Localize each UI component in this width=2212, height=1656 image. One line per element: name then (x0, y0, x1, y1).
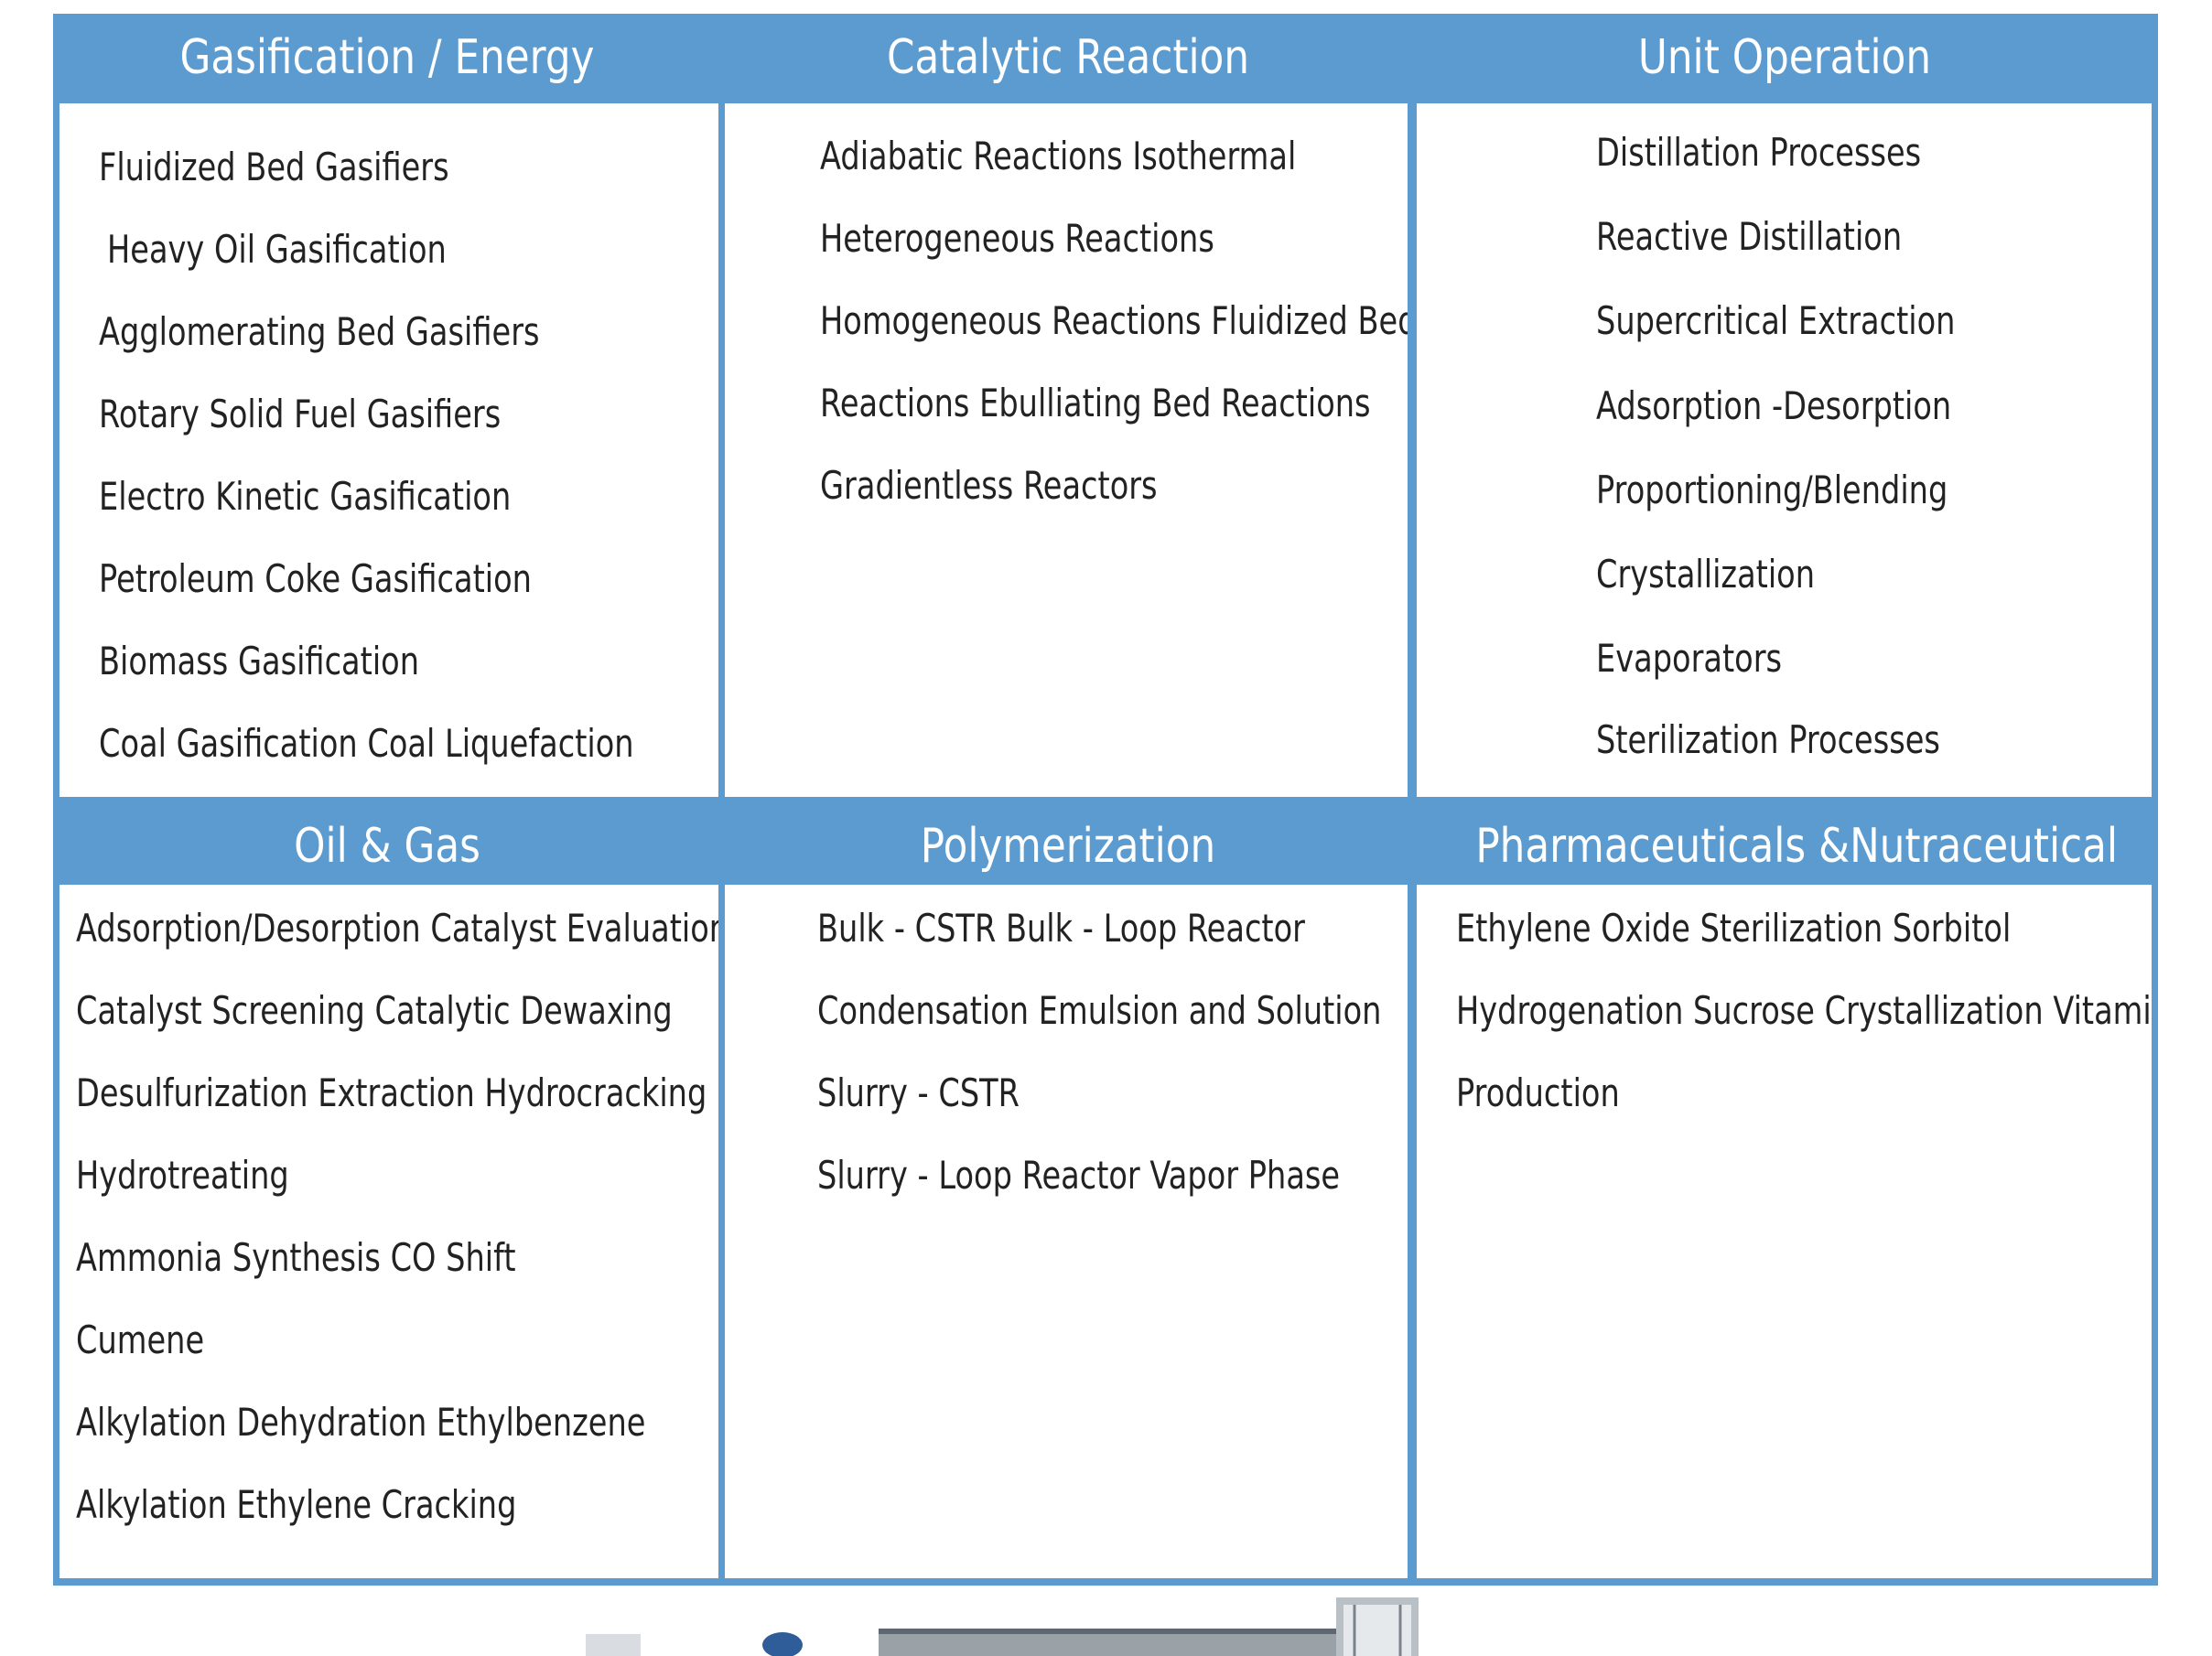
list-item: Rotary Solid Fuel Gasifiers (99, 392, 502, 436)
list-item: Petroleum Coke Gasification (99, 556, 532, 601)
list-item: Crystallization (1596, 552, 1816, 597)
list-item: Adsorption -Desorption (1596, 383, 1952, 428)
list-item: Homogeneous Reactions Fluidized Bed (820, 298, 1408, 343)
list-item: Electro Kinetic Gasification (99, 474, 512, 519)
list-item: Hydrotreating (76, 1153, 289, 1198)
panel-catalytic: Adiabatic Reactions Isothermal Heterogen… (725, 103, 1408, 797)
list-item: Catalyst Screening Catalytic Dewaxing (76, 988, 673, 1033)
panel-pharmaceuticals: Ethylene Oxide Sterilization Sorbitol Hy… (1417, 885, 2152, 1578)
panel-header-gasification: Gasification / Energy (179, 30, 595, 85)
list-item: Coal Gasification Coal Liquefaction (99, 721, 634, 766)
panel-header-unit-operation: Unit Operation (1637, 30, 1932, 85)
list-item: Ammonia Synthesis CO Shift (76, 1235, 516, 1280)
panel-unit-operation: Distillation Processes Reactive Distilla… (1417, 103, 2152, 797)
list-item: Biomass Gasification (99, 639, 420, 683)
list-item: Slurry - CSTR (817, 1070, 1020, 1115)
list-item: Gradientless Reactors (820, 463, 1158, 508)
list-item: Bulk - CSTR Bulk - Loop Reactor (817, 906, 1305, 951)
list-item: Cumene (76, 1317, 205, 1362)
list-item: Evaporators (1596, 636, 1783, 681)
list-item: Adiabatic Reactions Isothermal (820, 134, 1297, 178)
application-grid: Gasification / Energy Catalytic Reaction… (53, 14, 2158, 1586)
list-item: Alkylation Dehydration Ethylbenzene (76, 1400, 646, 1445)
panel-oil-gas: Adsorption/Desorption Catalyst Evaluatio… (59, 885, 718, 1578)
equipment-image (586, 1597, 1419, 1656)
list-item: Production (1456, 1070, 1620, 1115)
list-item: Fluidized Bed Gasifiers (99, 145, 449, 189)
list-item: Heterogeneous Reactions (820, 216, 1214, 261)
list-item: Hydrogenation Sucrose Crystallization Vi… (1456, 988, 2152, 1033)
list-item: Proportioning/Blending (1596, 468, 1948, 512)
list-item: Sterilization Processes (1596, 717, 1940, 762)
list-item: Slurry - Loop Reactor Vapor Phase (817, 1153, 1341, 1198)
panel-gasification: Fluidized Bed Gasifiers Heavy Oil Gasifi… (59, 103, 718, 797)
list-item: Reactions Ebulliating Bed Reactions (820, 381, 1371, 425)
panel-polymerization: Bulk - CSTR Bulk - Loop Reactor Condensa… (725, 885, 1408, 1578)
panel-header-pharmaceuticals: Pharmaceuticals &Nutraceutical (1475, 819, 2119, 874)
list-item: Agglomerating Bed Gasifiers (99, 309, 540, 354)
list-item: Alkylation Ethylene Cracking (76, 1482, 517, 1527)
list-item: Heavy Oil Gasification (107, 227, 447, 272)
list-item: Ethylene Oxide Sterilization Sorbitol (1456, 906, 2012, 951)
list-item: Distillation Processes (1596, 130, 1922, 175)
panel-header-catalytic: Catalytic Reaction (886, 30, 1250, 85)
list-item: Adsorption/Desorption Catalyst Evaluatio… (76, 906, 718, 951)
list-item: Condensation Emulsion and Solution (817, 988, 1382, 1033)
list-item: Desulfurization Extraction Hydrocracking (76, 1070, 707, 1115)
list-item: Supercritical Extraction (1596, 298, 1956, 343)
panel-header-polymerization: Polymerization (920, 819, 1216, 874)
list-item: Reactive Distillation (1596, 214, 1903, 259)
panel-header-oil-gas: Oil & Gas (294, 819, 480, 874)
